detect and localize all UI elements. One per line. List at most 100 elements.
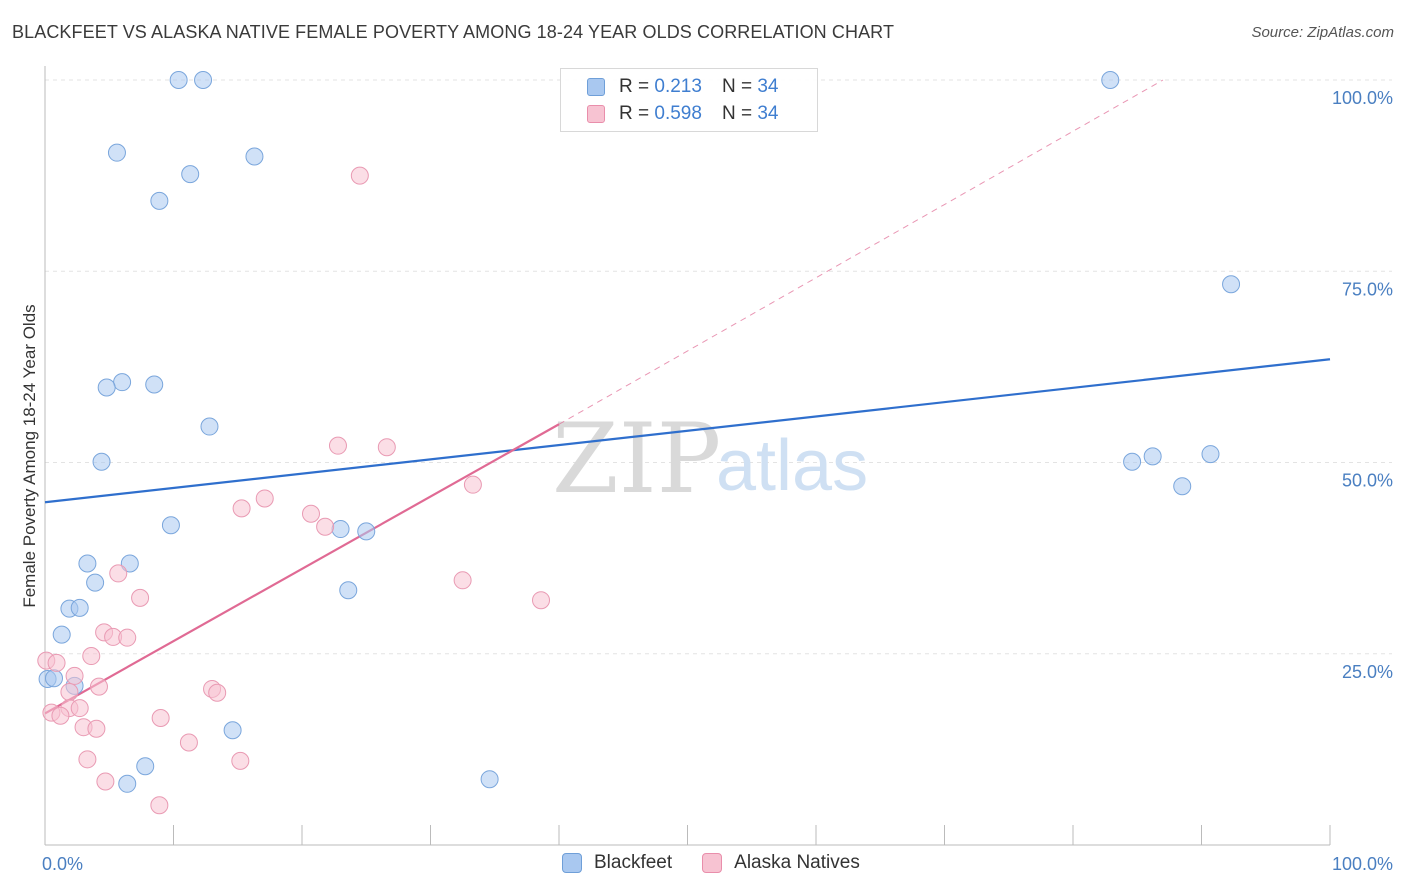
watermark-atlas: atlas [716,426,868,506]
point-blackfeet [245,147,264,166]
legend-r-label: R = [619,103,650,124]
legend-item-alaska-natives[interactable]: Alaska Natives [702,852,860,874]
point-alaska-natives [82,647,101,666]
data-points [37,71,1241,815]
watermark: ZIP atlas [552,403,868,515]
y-tick-label: 50.0% [1342,471,1393,491]
trendline-alaska-natives [44,423,560,715]
point-blackfeet [1222,275,1241,294]
point-blackfeet [150,191,169,210]
legend-swatch-blackfeet [562,853,582,873]
axes [44,66,1331,846]
point-alaska-natives [328,436,347,455]
legend-swatch-blackfeet [587,78,605,96]
point-alaska-natives [109,564,128,583]
point-blackfeet [339,581,358,600]
legend-swatch-alaska-natives [702,853,723,873]
point-blackfeet [118,774,137,793]
point-alaska-natives [70,699,89,718]
point-alaska-natives [47,653,66,672]
point-alaska-natives [151,709,170,728]
trendline-blackfeet [44,358,1331,504]
point-alaska-natives [453,571,472,590]
point-blackfeet [78,554,97,573]
legend-r-value: 0.213 [654,76,702,97]
trendline-alaska-natives-extension [558,79,1164,425]
point-alaska-natives [255,489,274,508]
point-blackfeet [70,598,89,617]
point-blackfeet [52,625,71,644]
point-alaska-natives [89,677,108,696]
point-alaska-natives [87,719,106,738]
legend-r-label: R = [619,76,650,97]
point-blackfeet [1173,477,1192,496]
point-alaska-natives [131,588,150,607]
point-blackfeet [1101,71,1120,89]
point-alaska-natives [316,517,335,536]
point-blackfeet [113,373,132,392]
point-blackfeet [169,71,188,89]
legend-n-label: N = [721,103,753,124]
point-blackfeet [194,71,213,89]
y-tick-labels: 25.0% 50.0% 75.0% 100.0% [1332,88,1393,682]
point-blackfeet [1123,452,1142,471]
y-tick-label: 25.0% [1342,662,1393,682]
point-blackfeet [92,452,111,471]
point-blackfeet [120,554,139,573]
point-blackfeet [97,378,116,397]
point-alaska-natives [96,772,115,791]
chart-title: BLACKFEET VS ALASKA NATIVE FEMALE POVERT… [12,22,895,42]
x-tick-label-min: 0.0% [42,854,83,874]
point-blackfeet [44,669,63,688]
point-blackfeet [1201,445,1220,464]
point-alaska-natives [208,683,227,702]
point-alaska-natives [377,438,396,457]
legend-n-value: 34 [757,103,779,124]
point-alaska-natives [51,706,70,725]
point-blackfeet [107,143,126,162]
point-blackfeet [357,522,376,541]
legend-label-blackfeet: Blackfeet [594,852,673,873]
point-alaska-natives [60,683,79,701]
point-blackfeet [480,770,499,789]
point-alaska-natives [350,166,369,185]
point-blackfeet [181,165,200,184]
point-blackfeet [86,573,105,592]
point-blackfeet [136,757,155,776]
point-alaska-natives [179,733,198,752]
legend-row-blackfeet: R = 0.213 N = 34 [587,75,778,99]
x-tick-label-max: 100.0% [1332,854,1393,874]
legend-row-alaska-natives: R = 0.598 N = 34 [587,102,778,126]
point-alaska-natives [532,591,551,610]
point-blackfeet [223,721,242,740]
legend-item-blackfeet[interactable]: Blackfeet [562,852,672,874]
point-alaska-natives [301,504,320,523]
trendlines [44,79,1331,715]
point-alaska-natives [463,475,482,494]
y-tick-label: 75.0% [1342,279,1393,299]
point-alaska-natives [150,796,169,815]
series-legend: Blackfeet Alaska Natives [562,852,890,874]
x-tick-labels: 0.0% 100.0% [42,854,1393,874]
legend-n-value: 34 [757,76,779,97]
source-credit: Source: ZipAtlas.com [1251,24,1394,41]
point-alaska-natives [232,499,251,518]
legend-label-alaska-natives: Alaska Natives [734,852,860,873]
legend-r-value: 0.598 [654,103,702,124]
point-blackfeet [200,417,219,436]
point-blackfeet [331,520,350,539]
point-alaska-natives [118,628,137,647]
legend-swatch-alaska-natives [587,105,605,123]
point-blackfeet [145,375,164,394]
point-alaska-natives [231,751,250,770]
watermark-zip: ZIP [552,403,721,515]
point-alaska-natives [78,750,97,769]
correlation-legend: R = 0.213 N = 34 R = 0.598 N = 34 [560,68,818,132]
gridlines [45,79,1392,655]
point-blackfeet [1143,447,1162,466]
legend-n-label: N = [721,76,753,97]
point-blackfeet [161,516,180,535]
point-alaska-natives [65,666,84,685]
y-tick-label: 100.0% [1332,88,1393,108]
